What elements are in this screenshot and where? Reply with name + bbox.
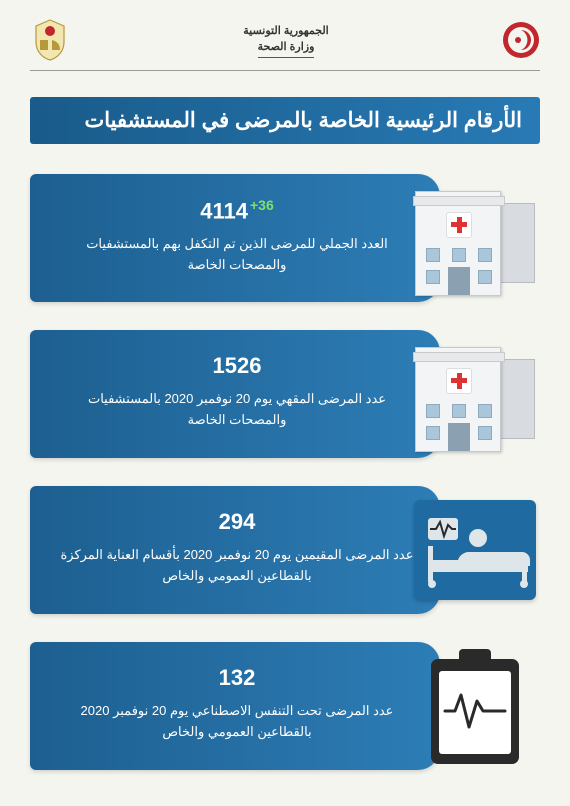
stat-value-row: 1526 bbox=[56, 353, 418, 379]
icu-bed-icon bbox=[410, 486, 540, 614]
stat-card: 132 عدد المرضى تحت التنفس الاصطناعي يوم … bbox=[30, 642, 540, 770]
stat-card: 1526 عدد المرضى المقهي يوم 20 نوفمبر 202… bbox=[30, 330, 540, 458]
page-title: الأرقام الرئيسية الخاصة بالمرضى في المست… bbox=[30, 97, 540, 144]
hospital-icon bbox=[410, 174, 540, 302]
stat-value: 4114 bbox=[200, 198, 248, 223]
stat-desc: عدد المرضى المقيمين يوم 20 نوفمبر 2020 ب… bbox=[56, 545, 418, 587]
stat-value: 294 bbox=[219, 509, 256, 534]
ministry-label: وزارة الصحة bbox=[258, 39, 315, 58]
stat-delta: +36 bbox=[250, 197, 274, 213]
stat-card: 294 عدد المرضى المقيمين يوم 20 نوفمبر 20… bbox=[30, 486, 540, 614]
stat-card: 4114+36 العدد الجملي للمرضى الذين تم الت… bbox=[30, 174, 540, 302]
stat-body: 132 عدد المرضى تحت التنفس الاصطناعي يوم … bbox=[30, 642, 440, 770]
stat-value: 132 bbox=[219, 665, 256, 690]
page-header: الجمهورية التونسية وزارة الصحة bbox=[30, 18, 540, 62]
health-ministry-logo-icon bbox=[502, 21, 540, 59]
stat-value-row: 4114+36 bbox=[56, 197, 418, 224]
stat-desc: عدد المرضى المقهي يوم 20 نوفمبر 2020 بال… bbox=[56, 389, 418, 431]
header-divider bbox=[30, 70, 540, 71]
stat-value: 1526 bbox=[213, 353, 262, 378]
stat-value-row: 132 bbox=[56, 665, 418, 691]
stat-body: 294 عدد المرضى المقيمين يوم 20 نوفمبر 20… bbox=[30, 486, 440, 614]
tunisia-coat-of-arms-icon bbox=[30, 18, 70, 62]
stat-body: 4114+36 العدد الجملي للمرضى الذين تم الت… bbox=[30, 174, 440, 302]
stat-desc: العدد الجملي للمرضى الذين تم التكفل بهم … bbox=[56, 234, 418, 276]
hospital-icon bbox=[410, 330, 540, 458]
stat-value-row: 294 bbox=[56, 509, 418, 535]
stat-body: 1526 عدد المرضى المقهي يوم 20 نوفمبر 202… bbox=[30, 330, 440, 458]
republic-label: الجمهورية التونسية bbox=[243, 23, 328, 40]
clipboard-ecg-icon bbox=[410, 642, 540, 770]
stat-desc: عدد المرضى تحت التنفس الاصطناعي يوم 20 ن… bbox=[56, 701, 418, 743]
stats-list: 4114+36 العدد الجملي للمرضى الذين تم الت… bbox=[30, 174, 540, 770]
header-text: الجمهورية التونسية وزارة الصحة bbox=[243, 23, 328, 58]
